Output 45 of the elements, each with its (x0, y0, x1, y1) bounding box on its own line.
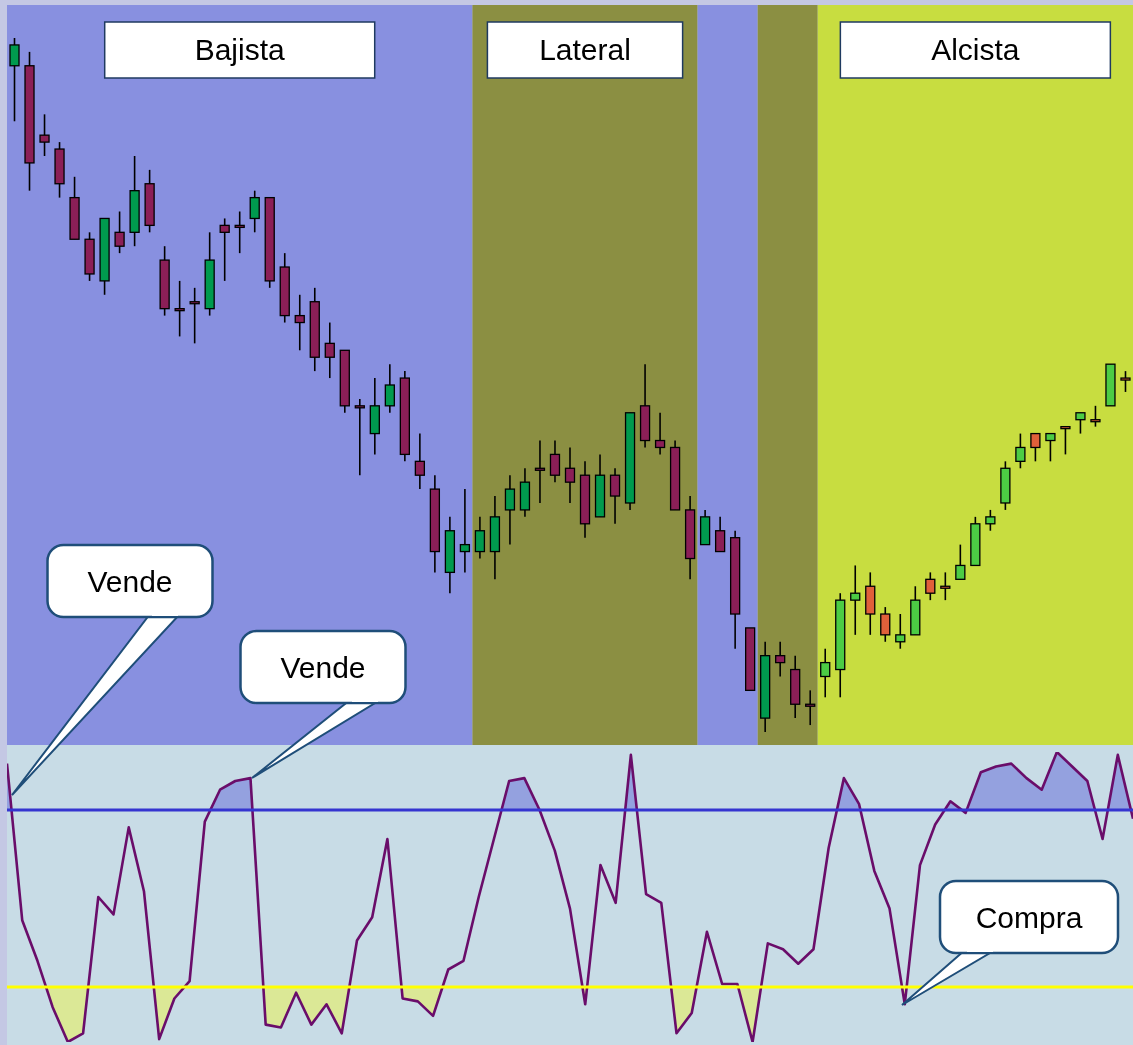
candlestick (775, 640, 786, 678)
candlestick (925, 571, 936, 601)
candlestick (114, 210, 125, 254)
candlestick (504, 474, 516, 546)
candlestick (940, 571, 951, 601)
candlestick (1090, 405, 1101, 428)
candlestick (324, 321, 335, 379)
annotation: Compra (975, 901, 1083, 934)
candlestick (850, 564, 861, 636)
candlestick (654, 411, 666, 456)
candlestick (474, 516, 486, 560)
candlestick (1015, 432, 1026, 470)
candlestick (1030, 432, 1041, 463)
annotation: Lateral (539, 33, 631, 66)
candlestick (294, 293, 305, 352)
candlestick (249, 189, 260, 234)
candlestick (1060, 425, 1071, 456)
candlestick (9, 38, 20, 123)
candlestick (895, 613, 906, 650)
candlestick (549, 439, 561, 483)
candlestick (39, 113, 50, 157)
annotation: Vende (280, 651, 366, 684)
candlestick (955, 543, 966, 581)
candlestick (459, 488, 471, 574)
candlestick (805, 689, 816, 726)
candlestick (219, 217, 230, 282)
candlestick (1075, 411, 1086, 435)
candlestick (609, 467, 621, 525)
candlestick (985, 509, 996, 532)
candlestick (1120, 370, 1131, 393)
candlestick (534, 439, 546, 504)
candlestick (414, 432, 426, 490)
annotation: Vende (87, 565, 173, 598)
candlestick (384, 363, 395, 414)
candlestick (174, 280, 185, 338)
annotation: Bajista (194, 33, 286, 66)
candlestick (564, 446, 576, 504)
candlestick (714, 516, 726, 553)
candlestick (880, 606, 891, 643)
candlestick (820, 647, 831, 699)
annotation: Alcista (931, 33, 1020, 66)
candlestick (189, 287, 200, 345)
candlestick (1045, 432, 1056, 463)
candlestick (234, 210, 245, 254)
candlestick (354, 398, 365, 477)
